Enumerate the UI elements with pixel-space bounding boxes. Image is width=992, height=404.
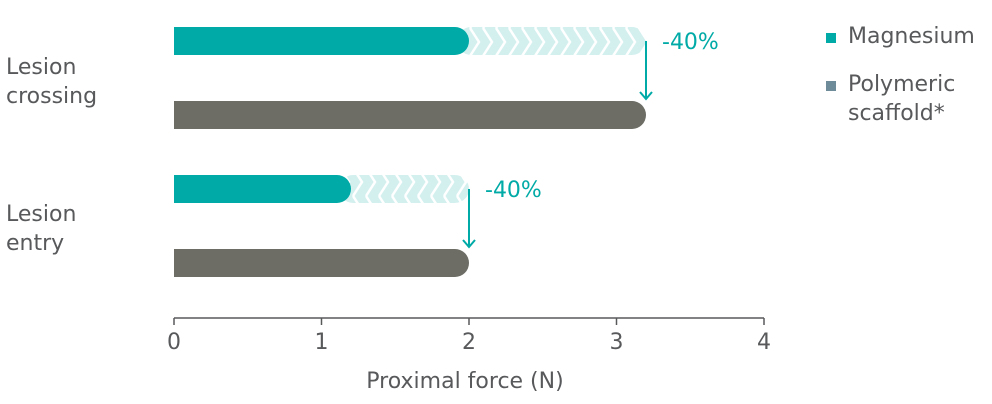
plot-area: Lesion crossing -40% Lesion entry -40% xyxy=(6,27,719,277)
reduction-arrow-head xyxy=(639,91,653,101)
legend: Magnesium Polymeric scaffold* xyxy=(826,24,975,126)
bar-magnesium xyxy=(174,27,469,55)
category-label: Lesion xyxy=(6,55,76,80)
category-label: entry xyxy=(6,231,64,256)
x-tick-label: 1 xyxy=(315,330,329,355)
x-axis: 0 1 2 3 4 Proximal force (N) xyxy=(167,317,771,394)
reduction-gap-fill xyxy=(457,27,646,55)
reduction-gap-fill xyxy=(339,175,469,203)
x-axis-title: Proximal force (N) xyxy=(366,369,563,394)
bar-magnesium xyxy=(174,175,351,203)
bar-polymeric-scaffold xyxy=(174,101,646,129)
bar-polymeric-scaffold xyxy=(174,249,469,277)
category-label: Lesion xyxy=(6,202,76,227)
legend-label: Polymeric xyxy=(848,72,955,97)
reduction-label: -40% xyxy=(485,178,542,203)
legend-label: Magnesium xyxy=(848,24,975,49)
x-tick-label: 4 xyxy=(757,330,771,355)
reduction-label: -40% xyxy=(662,30,719,55)
x-tick-label: 3 xyxy=(610,330,624,355)
x-tick-label: 0 xyxy=(167,330,181,355)
reduction-arrow-head xyxy=(462,239,476,249)
legend-swatch xyxy=(826,33,836,43)
legend-label: scaffold* xyxy=(848,101,945,126)
x-tick-label: 2 xyxy=(462,330,476,355)
legend-swatch xyxy=(826,81,836,91)
category-label: crossing xyxy=(6,84,97,109)
